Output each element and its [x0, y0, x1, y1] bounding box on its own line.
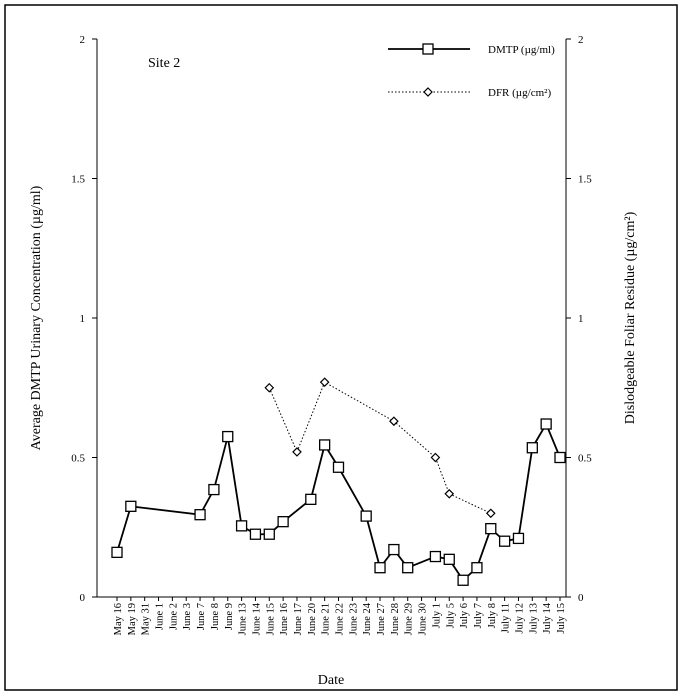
point — [235, 520, 248, 532]
y2-tick-label: 0 — [578, 592, 584, 604]
x-tick-label: July 1 — [431, 603, 442, 628]
point — [526, 442, 538, 454]
x-tick-label: June 30 — [418, 603, 429, 635]
y-axis-title: Average DMTP Urinary Concentration (µg/m… — [29, 185, 44, 450]
x-tick-label: June 21 — [321, 603, 332, 635]
x-tick-label: June 15 — [265, 603, 276, 635]
legend-label: DMTP (µg/ml) — [488, 44, 555, 56]
x-tick-label: May 19 — [127, 603, 138, 635]
x-tick-label: June 22 — [335, 603, 346, 635]
point — [457, 574, 469, 586]
x-tick-label: July 14 — [542, 602, 553, 633]
x-tick-label: June 16 — [279, 603, 290, 635]
x-tick-label: June 29 — [404, 603, 415, 635]
x-tick-label: May 16 — [113, 603, 124, 635]
x-tick-label: June 1 — [155, 603, 166, 630]
x-tick-label: June 24 — [362, 602, 373, 635]
point — [319, 377, 330, 388]
y-tick-label: 2 — [80, 34, 86, 46]
frame — [4, 4, 678, 691]
point — [512, 532, 525, 545]
y-tick-label: 1 — [80, 313, 86, 325]
y2-tick-label: 2 — [578, 34, 584, 46]
point — [444, 488, 455, 499]
point — [388, 543, 400, 556]
x-axis-title: Date — [318, 673, 344, 688]
annotation: Site 2 — [148, 56, 180, 71]
point — [249, 528, 262, 540]
x-tick-label: June 2 — [168, 603, 179, 630]
point — [277, 516, 289, 528]
x-tick-label: June 28 — [390, 603, 401, 635]
x-tick-label: July 8 — [487, 603, 498, 628]
y-tick-label: 0 — [80, 592, 86, 604]
y-tick-label: 0.5 — [71, 453, 85, 465]
point — [222, 430, 234, 443]
point — [485, 522, 497, 535]
x-tick-label: June 9 — [224, 603, 235, 630]
y2-axis-title: Dislodgeable Foliar Residue (µg/cm²) — [623, 211, 638, 424]
x-tick-label: June 20 — [307, 603, 318, 635]
legend-marker — [422, 43, 434, 55]
y2-tick-label: 1.5 — [578, 174, 592, 186]
legend-marker — [423, 87, 433, 97]
series-line — [268, 381, 491, 514]
x-tick-label: May 31 — [141, 603, 152, 635]
point — [554, 451, 566, 464]
point — [194, 509, 206, 521]
point — [471, 562, 483, 574]
x-tick-label: June 27 — [376, 603, 387, 635]
x-tick-label: July 15 — [556, 603, 567, 634]
x-tick-label: June 23 — [348, 603, 359, 635]
x-tick-label: June 13 — [238, 603, 249, 635]
point — [111, 546, 123, 559]
series-line — [116, 421, 561, 582]
point — [292, 447, 302, 457]
point — [485, 508, 496, 519]
point — [332, 461, 345, 473]
x-tick-label: June 3 — [182, 603, 193, 630]
y-tick-label: 1.5 — [71, 174, 85, 186]
point — [264, 382, 275, 393]
x-tick-label: July 5 — [445, 603, 456, 628]
x-tick-label: June 14 — [251, 602, 262, 635]
x-tick-label: July 6 — [459, 603, 470, 628]
point — [360, 510, 372, 522]
point — [125, 500, 137, 512]
x-tick-label: June 7 — [196, 603, 207, 630]
point — [374, 562, 386, 574]
x-tick-label: July 7 — [473, 603, 484, 628]
point — [402, 562, 414, 574]
point — [305, 493, 317, 506]
y2-tick-label: 1 — [578, 313, 584, 325]
x-tick-label: June 8 — [210, 603, 221, 630]
legend-label: DFR (µg/cm²) — [488, 87, 551, 99]
point — [430, 452, 441, 463]
point — [319, 439, 331, 451]
x-tick-label: July 12 — [514, 603, 525, 634]
x-tick-label: June 17 — [293, 603, 304, 635]
point — [540, 418, 552, 430]
point — [263, 528, 275, 540]
point — [389, 416, 399, 427]
point — [429, 550, 442, 563]
point — [208, 483, 220, 496]
point — [443, 553, 455, 565]
point — [498, 535, 511, 547]
x-tick-label: July 13 — [528, 603, 539, 634]
y2-tick-label: 0.5 — [578, 453, 592, 465]
x-tick-label: July 11 — [501, 603, 512, 633]
